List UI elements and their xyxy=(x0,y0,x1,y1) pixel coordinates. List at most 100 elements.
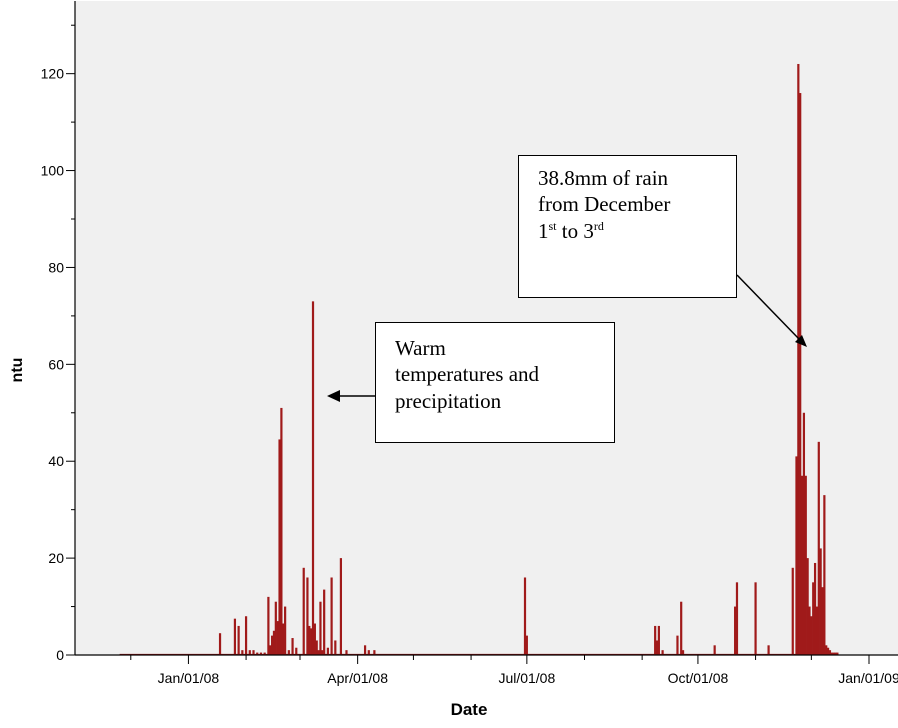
bar xyxy=(287,650,290,655)
bar xyxy=(813,562,817,655)
bar xyxy=(767,645,770,655)
bar xyxy=(315,640,318,655)
bar xyxy=(280,407,283,655)
bar xyxy=(681,650,685,655)
bar xyxy=(795,456,798,655)
bar xyxy=(295,647,298,655)
bar xyxy=(323,589,326,655)
bar xyxy=(241,650,244,655)
warm-callout-box: Warm temperatures and precipitation xyxy=(375,322,615,443)
bar xyxy=(797,63,800,656)
warm-callout-line1: Warm xyxy=(395,336,446,360)
bar xyxy=(339,558,343,655)
y-tick-label: 40 xyxy=(48,453,64,469)
x-tick-label: Jul/01/08 xyxy=(498,670,555,686)
bar xyxy=(345,650,348,655)
bar xyxy=(248,650,251,655)
arrow-warm-head xyxy=(327,390,340,402)
rain-callout-sup2: rd xyxy=(593,218,604,233)
bar xyxy=(523,577,527,655)
bar xyxy=(680,601,683,655)
bar xyxy=(657,625,660,655)
bar xyxy=(330,577,333,655)
bar xyxy=(256,652,259,655)
bar xyxy=(713,645,716,655)
bar xyxy=(317,650,320,655)
y-tick-label: 120 xyxy=(41,66,65,82)
bar xyxy=(821,587,824,655)
bar xyxy=(310,628,313,655)
bar xyxy=(306,577,309,655)
bar xyxy=(735,582,739,655)
y-tick-label: 60 xyxy=(48,356,64,372)
bar xyxy=(806,558,809,655)
bar xyxy=(252,650,255,655)
rain-callout-mid: to xyxy=(556,218,584,243)
bar xyxy=(269,645,272,655)
y-tick-label: 100 xyxy=(41,163,65,179)
arrow-rain-head xyxy=(795,335,807,347)
bar xyxy=(815,606,819,655)
bar xyxy=(237,625,240,655)
bar xyxy=(830,652,833,655)
bar xyxy=(334,640,337,655)
rain-callout-box: 38.8mm of rain from December 1st to 3rd xyxy=(518,155,737,298)
bar xyxy=(313,623,316,655)
bar xyxy=(367,650,370,655)
bar xyxy=(274,601,277,655)
bar xyxy=(267,596,270,655)
bar xyxy=(655,640,659,655)
bar xyxy=(834,652,837,655)
x-axis-label: Date xyxy=(450,700,488,719)
bar xyxy=(259,652,263,655)
bar xyxy=(825,645,828,655)
bar xyxy=(319,601,322,655)
bar xyxy=(244,616,248,655)
bar xyxy=(291,638,294,655)
bar xyxy=(799,93,802,656)
rain-callout-line1: 38.8mm of rain xyxy=(538,166,669,190)
bar xyxy=(363,645,367,655)
y-axis: 0 20 40 60 80 100 120 xyxy=(41,1,76,663)
bar xyxy=(817,441,820,655)
bar xyxy=(263,652,266,655)
bar xyxy=(525,635,528,655)
bar xyxy=(828,650,832,655)
bar xyxy=(836,652,839,655)
bar xyxy=(308,625,311,655)
bar xyxy=(826,647,830,655)
bar xyxy=(284,606,287,655)
arrow-rain-line xyxy=(736,274,801,341)
bar xyxy=(823,495,826,655)
y-tick-label: 80 xyxy=(48,259,64,275)
y-tick-label: 0 xyxy=(56,647,64,663)
bar xyxy=(676,635,679,655)
rain-callout-sup1: st xyxy=(548,218,557,233)
annotation-arrows xyxy=(327,274,807,402)
bar xyxy=(791,567,794,655)
bar xyxy=(311,301,315,655)
bar xyxy=(734,606,737,655)
bar xyxy=(302,567,305,655)
bar xyxy=(804,475,807,655)
bar xyxy=(276,621,279,655)
x-tick-label: Jan/01/08 xyxy=(158,670,220,686)
bar xyxy=(661,650,664,655)
bar xyxy=(832,652,835,655)
bar xyxy=(819,548,822,655)
bar xyxy=(802,412,806,655)
bar xyxy=(218,633,222,655)
x-tick-label: Jan/01/09 xyxy=(838,670,898,686)
rain-callout-day2: 3 xyxy=(583,218,594,243)
rain-callout-line3: 1st to 3rd xyxy=(538,218,724,244)
bar xyxy=(272,630,276,655)
x-tick-label: Oct/01/08 xyxy=(668,670,729,686)
bar xyxy=(373,650,376,655)
bar xyxy=(654,625,657,655)
warm-callout-line2: temperatures and xyxy=(395,362,540,387)
x-tick-label: Apr/01/08 xyxy=(327,670,388,686)
bar xyxy=(812,582,815,655)
bar xyxy=(754,582,757,655)
